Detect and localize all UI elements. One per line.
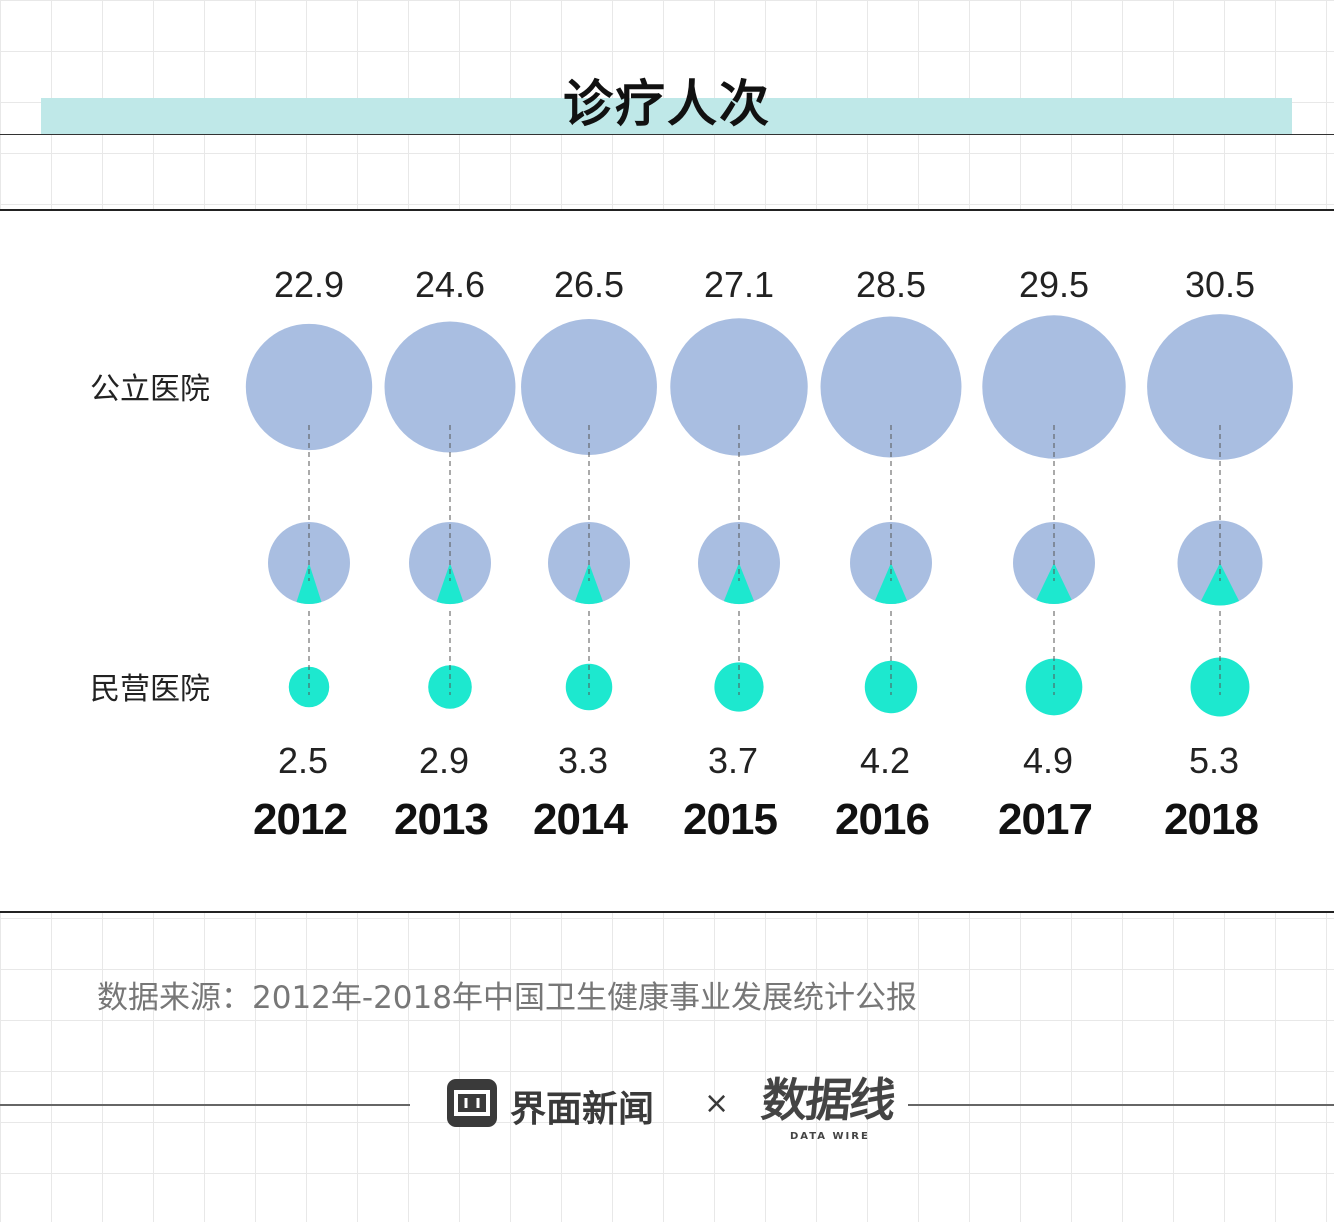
title-rule xyxy=(0,134,1334,135)
share-wedge xyxy=(723,563,755,604)
public-bubble xyxy=(521,319,657,455)
share-wedge xyxy=(874,563,908,605)
year-tick-label: 2013 xyxy=(394,795,488,844)
share-wedge xyxy=(1036,563,1072,604)
private-value-label: 4.2 xyxy=(860,740,910,781)
row-label-private: 民营医院 xyxy=(90,672,210,707)
share-wedge xyxy=(1200,563,1240,606)
partner-logo-name: 数据线 xyxy=(758,1073,897,1127)
chart-panel: 公立医院民营医院 22.9 2.5 2012 24.6 2.9 2013 26.5 3.3 201… xyxy=(0,209,1334,913)
chart-title: 诊疗人次 xyxy=(563,75,771,133)
row-label-public: 公立医院 xyxy=(90,372,210,407)
public-value-label: 28.5 xyxy=(856,264,926,305)
title-band xyxy=(41,98,1292,134)
source-note: 数据来源：2012年-2018年中国卫生健康事业发展统计公报 xyxy=(97,980,917,1016)
year-tick-label: 2014 xyxy=(533,795,628,844)
footer-rule-right xyxy=(908,1104,1334,1106)
public-value-label: 26.5 xyxy=(554,264,624,305)
public-value-label: 24.6 xyxy=(415,264,485,305)
share-wedge xyxy=(436,563,464,605)
private-value-label: 2.9 xyxy=(419,740,469,781)
public-bubble xyxy=(982,315,1126,459)
public-value-label: 30.5 xyxy=(1185,264,1255,305)
year-tick-label: 2018 xyxy=(1164,795,1258,844)
year-tick-label: 2016 xyxy=(835,795,929,844)
public-bubble xyxy=(670,318,808,456)
public-value-label: 22.9 xyxy=(274,264,344,305)
private-value-label: 4.9 xyxy=(1023,740,1073,781)
year-tick-label: 2015 xyxy=(683,795,777,844)
private-value-label: 2.5 xyxy=(278,740,328,781)
partner-logo-sub: DATA WIRE xyxy=(790,1131,870,1142)
brand-separator: × xyxy=(704,1086,730,1121)
share-wedge xyxy=(575,563,603,604)
public-value-label: 27.1 xyxy=(704,264,774,305)
public-bubble xyxy=(245,323,373,451)
brand-name: 界面新闻 xyxy=(510,1089,655,1130)
private-value-label: 5.3 xyxy=(1189,740,1239,781)
public-bubble xyxy=(820,316,962,458)
private-value-label: 3.7 xyxy=(708,740,758,781)
public-value-label: 29.5 xyxy=(1019,264,1089,305)
year-tick-label: 2012 xyxy=(253,795,347,844)
public-bubble xyxy=(384,321,516,453)
public-bubble xyxy=(1147,314,1293,460)
footer-rule-left xyxy=(0,1104,410,1106)
jiemian-logo-icon xyxy=(447,1079,497,1127)
private-value-label: 3.3 xyxy=(558,740,608,781)
share-wedge xyxy=(296,563,322,605)
year-tick-label: 2017 xyxy=(998,795,1092,844)
